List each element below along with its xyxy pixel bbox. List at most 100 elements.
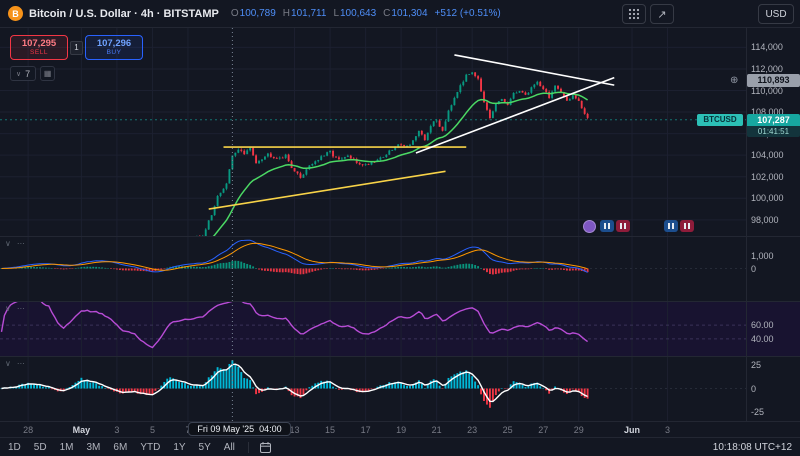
range-button-1d[interactable]: 1D bbox=[8, 441, 21, 453]
pane-menu-icon[interactable]: ⋯ bbox=[16, 239, 25, 248]
rsi-pane-background bbox=[0, 301, 800, 356]
trade-widget: 107,295 SELL 1 107,296 BUY bbox=[10, 35, 143, 60]
fullscreen-icon[interactable]: ↗ bbox=[650, 4, 674, 24]
collapsed-indicator-button[interactable] bbox=[680, 220, 694, 232]
ohlc-l-label: L bbox=[333, 8, 339, 19]
price-chart-canvas[interactable] bbox=[0, 28, 746, 236]
last-price-tag: 107,287 01:41:51 bbox=[747, 113, 800, 137]
price-axis-border bbox=[746, 28, 747, 421]
time-axis-label: 3 bbox=[114, 425, 120, 435]
pane-collapse-icon[interactable]: ∨ bbox=[5, 304, 11, 313]
time-axis-label: 19 bbox=[396, 425, 407, 435]
range-button-3m[interactable]: 3M bbox=[86, 441, 101, 453]
spread-badge: 1 bbox=[70, 40, 83, 55]
bar-countdown: 01:41:51 bbox=[747, 125, 800, 137]
layout-grid-icon[interactable] bbox=[622, 4, 646, 24]
time-axis-label: 17 bbox=[360, 425, 371, 435]
axis-tick: 102,000 bbox=[751, 171, 784, 182]
add-alert-icon[interactable]: ⊕ bbox=[730, 74, 739, 86]
range-button-5y[interactable]: 5Y bbox=[198, 441, 211, 453]
drawing-tool-button[interactable] bbox=[583, 220, 596, 233]
time-axis-label: 5 bbox=[149, 425, 155, 435]
time-axis-label: 3 bbox=[665, 425, 671, 435]
pane-menu-icon[interactable]: ⋯ bbox=[16, 359, 25, 368]
time-axis-label: 13 bbox=[289, 425, 300, 435]
pane-menu-icon[interactable]: ⋯ bbox=[16, 304, 25, 313]
collapsed-indicator-button[interactable] bbox=[600, 220, 614, 232]
pane-separator[interactable] bbox=[0, 356, 800, 357]
rsi-pane-canvas[interactable] bbox=[0, 301, 746, 356]
sell-button[interactable]: 107,295 SELL bbox=[10, 35, 68, 60]
time-axis-label: 25 bbox=[502, 425, 513, 435]
axis-tick: -25 bbox=[751, 407, 765, 418]
time-axis-label: Jun bbox=[624, 425, 641, 435]
ohlc-c-value: 101,304 bbox=[391, 8, 428, 19]
buy-button[interactable]: 107,296 BUY bbox=[85, 35, 143, 60]
ohlc-c-label: C bbox=[383, 8, 391, 19]
macd-pane-canvas[interactable] bbox=[0, 236, 746, 301]
oscillator-pane-canvas[interactable] bbox=[0, 356, 746, 421]
object-tree-toggle[interactable]: ∨ 7 bbox=[10, 66, 37, 81]
time-axis-label: 28 bbox=[23, 425, 34, 435]
go-to-date-icon[interactable] bbox=[259, 441, 272, 454]
symbol-price-pill: BTCUSD bbox=[697, 113, 743, 126]
axis-tick: 112,000 bbox=[751, 63, 783, 74]
time-axis-label: 21 bbox=[431, 425, 442, 435]
ohlc-o-value: 100,789 bbox=[239, 8, 276, 19]
time-axis[interactable]: 28 May 3 5 7 13 15 17 19 21 23 25 27 29 Jun 3 bbox=[0, 421, 800, 437]
last-price-value: 107,287 bbox=[747, 113, 800, 126]
axis-tick: 0 bbox=[751, 263, 757, 274]
chevron-down-icon: ∨ bbox=[16, 70, 22, 78]
range-button-1m[interactable]: 1M bbox=[59, 441, 74, 453]
axis-tick: 100,000 bbox=[751, 193, 784, 204]
range-button-6m[interactable]: 6M bbox=[113, 441, 128, 453]
symbol-title[interactable]: Bitcoin / U.S. Dollar · 4h · BITSTAMP bbox=[29, 7, 219, 20]
drawing-price-tag: 110,893 bbox=[747, 73, 800, 87]
pane-collapse-icon[interactable]: ∨ bbox=[5, 359, 11, 368]
change-value: +512 (+0.51%) bbox=[434, 8, 501, 19]
pane-separator[interactable] bbox=[0, 301, 800, 302]
collapsed-indicator-button[interactable] bbox=[616, 220, 630, 232]
object-tree-widget: ∨ 7 ▦ bbox=[10, 66, 56, 81]
range-button-ytd[interactable]: YTD bbox=[140, 441, 161, 453]
time-axis-label: 15 bbox=[325, 425, 336, 435]
toolbar-divider bbox=[247, 441, 249, 453]
buy-price: 107,296 bbox=[96, 37, 132, 49]
time-axis-label: 23 bbox=[467, 425, 478, 435]
axis-tick: 25 bbox=[751, 359, 762, 370]
ohlc-o-label: O bbox=[230, 8, 239, 19]
axis-tick: 0 bbox=[751, 383, 757, 394]
ohlc-h-value: 101,711 bbox=[291, 8, 327, 19]
range-buttons: 1D 5D 1M 3M 6M YTD 1Y 5Y All bbox=[8, 442, 248, 453]
axis-tick: 114,000 bbox=[751, 42, 783, 53]
pane-controls: ∨ ⋯ bbox=[5, 239, 25, 248]
time-axis-label: 27 bbox=[538, 425, 549, 435]
range-button-5d[interactable]: 5D bbox=[33, 441, 47, 453]
currency-usd-button[interactable]: USD bbox=[758, 4, 794, 24]
crosshair-date-tooltip: Fri 09 May '25 04:00 bbox=[188, 422, 291, 436]
collapsed-indicator-button[interactable] bbox=[664, 220, 678, 232]
pane-separator[interactable] bbox=[0, 236, 800, 237]
sell-price: 107,295 bbox=[21, 37, 57, 49]
axis-tick: 1,000 bbox=[751, 251, 774, 262]
pane-controls: ∨ ⋯ bbox=[5, 359, 25, 368]
time-axis-label: May bbox=[72, 425, 91, 435]
pane-controls: ∨ ⋯ bbox=[5, 304, 25, 313]
axis-tick: 98,000 bbox=[751, 214, 779, 225]
bitcoin-icon: B bbox=[8, 6, 23, 21]
ohlc-l-value: 100,643 bbox=[340, 8, 377, 19]
buy-label: BUY bbox=[106, 49, 122, 56]
axis-tick: 110,000 bbox=[751, 85, 783, 96]
ohlc-h-label: H bbox=[282, 8, 291, 19]
axis-tick: 104,000 bbox=[751, 150, 784, 161]
bottom-toolbar: 1D 5D 1M 3M 6M YTD 1Y 5Y All 10:18:08 UTC+12 bbox=[0, 437, 800, 456]
pane-collapse-icon[interactable]: ∨ bbox=[5, 239, 11, 248]
range-button-1y[interactable]: 1Y bbox=[173, 441, 186, 453]
range-button-all[interactable]: All bbox=[223, 441, 235, 453]
object-count: 7 bbox=[25, 68, 31, 79]
chart-header: B Bitcoin / U.S. Dollar · 4h · BITSTAMP … bbox=[0, 0, 800, 28]
drawings-panel-icon[interactable]: ▦ bbox=[40, 66, 56, 81]
time-axis-label: 7 bbox=[174, 425, 202, 435]
clock-timezone-button[interactable]: 10:18:08 UTC+12 bbox=[712, 441, 792, 453]
